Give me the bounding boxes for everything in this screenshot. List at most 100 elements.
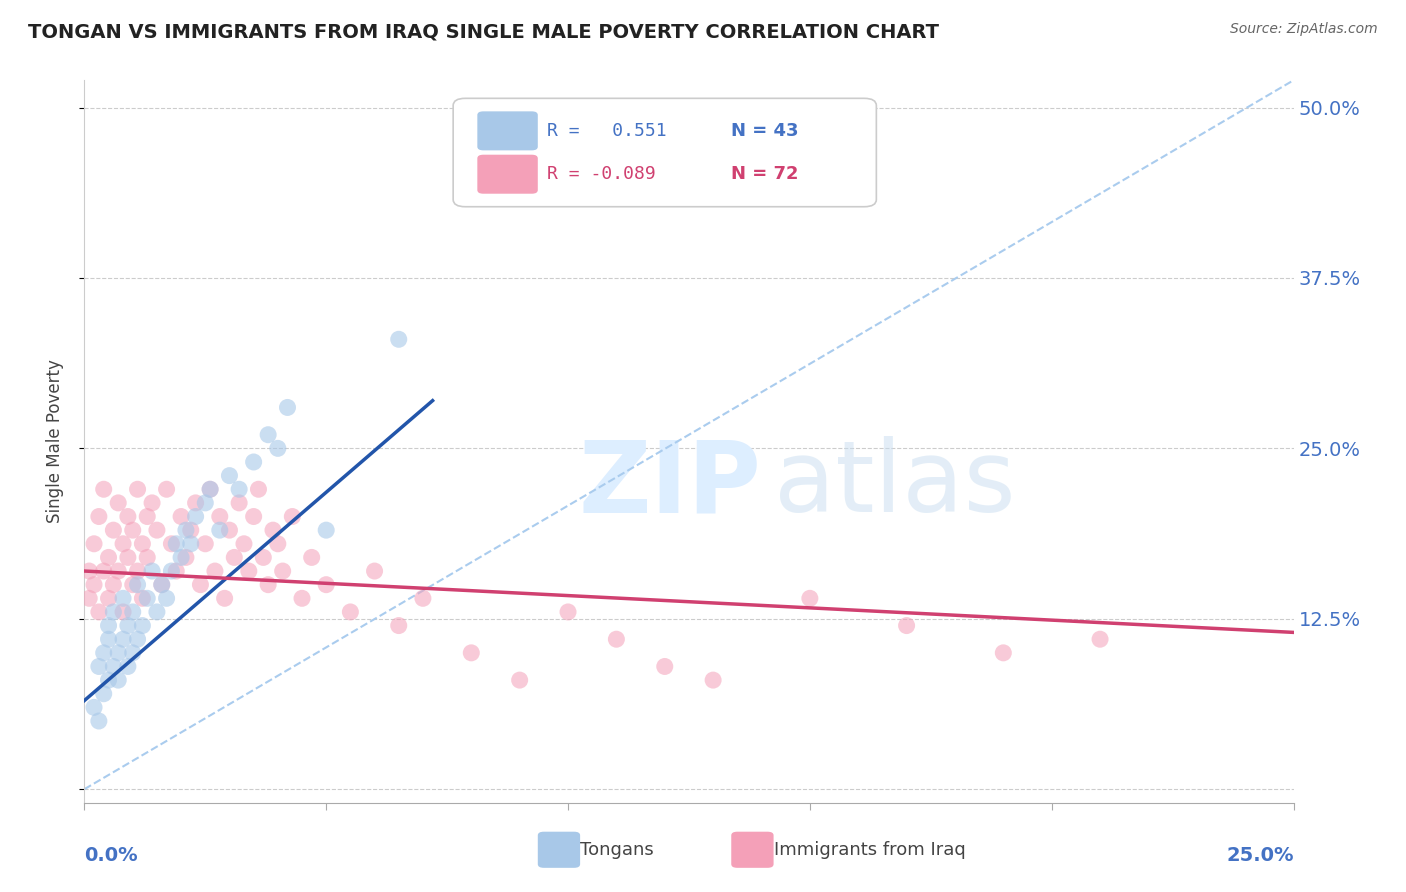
Point: [180, 523, 202, 537]
Point: [93, 482, 115, 496]
Point: [103, 659, 125, 673]
FancyBboxPatch shape: [453, 98, 876, 207]
Point: [97, 550, 120, 565]
Point: [174, 550, 197, 565]
Point: [112, 632, 135, 647]
Point: [131, 537, 153, 551]
Point: [271, 564, 294, 578]
Point: [267, 442, 290, 456]
Point: [228, 496, 250, 510]
Point: [112, 591, 135, 606]
Point: [97, 632, 120, 647]
Point: [242, 509, 264, 524]
Point: [97, 673, 120, 687]
Point: [208, 523, 231, 537]
Point: [93, 646, 115, 660]
Point: [315, 523, 337, 537]
Point: [121, 577, 143, 591]
Point: [83, 700, 105, 714]
Point: [165, 537, 187, 551]
Point: [127, 632, 149, 647]
Point: [97, 591, 120, 606]
Point: [107, 496, 129, 510]
Point: [218, 523, 240, 537]
Point: [190, 577, 212, 591]
Point: [165, 564, 187, 578]
Point: [83, 537, 105, 551]
Point: [131, 591, 153, 606]
Point: [605, 632, 627, 647]
Point: [146, 523, 169, 537]
Point: [276, 401, 298, 415]
Point: [194, 537, 217, 551]
Point: [281, 509, 304, 524]
Point: [83, 577, 105, 591]
Point: [228, 482, 250, 496]
Point: [233, 537, 256, 551]
Point: [121, 523, 143, 537]
Point: [103, 605, 125, 619]
Point: [155, 482, 177, 496]
Point: [103, 577, 125, 591]
Point: [218, 468, 240, 483]
Point: [339, 605, 361, 619]
Point: [509, 673, 531, 687]
Point: [107, 673, 129, 687]
Text: 25.0%: 25.0%: [1226, 847, 1294, 865]
Text: 0.0%: 0.0%: [84, 847, 138, 865]
Point: [252, 550, 274, 565]
Point: [87, 605, 110, 619]
Point: [184, 496, 207, 510]
Point: [257, 427, 280, 442]
Point: [204, 564, 226, 578]
Point: [291, 591, 314, 606]
Point: [141, 496, 163, 510]
Point: [112, 605, 135, 619]
Point: [388, 332, 411, 346]
Point: [460, 646, 482, 660]
Point: [127, 482, 149, 496]
Point: [87, 714, 110, 728]
FancyBboxPatch shape: [731, 831, 773, 868]
Point: [160, 564, 183, 578]
Point: [93, 564, 115, 578]
Point: [702, 673, 724, 687]
FancyBboxPatch shape: [538, 831, 581, 868]
Y-axis label: Single Male Poverty: Single Male Poverty: [45, 359, 63, 524]
Point: [146, 605, 169, 619]
Point: [77, 564, 100, 578]
Point: [242, 455, 264, 469]
Point: [117, 659, 139, 673]
Point: [174, 523, 197, 537]
Point: [136, 591, 159, 606]
Point: [170, 509, 193, 524]
Point: [557, 605, 579, 619]
FancyBboxPatch shape: [478, 112, 538, 151]
Text: atlas: atlas: [773, 436, 1015, 533]
Point: [127, 564, 149, 578]
Point: [198, 482, 221, 496]
Point: [131, 618, 153, 632]
Text: N = 43: N = 43: [731, 122, 799, 140]
Point: [150, 577, 173, 591]
Text: Immigrants from Iraq: Immigrants from Iraq: [773, 841, 966, 859]
Point: [214, 591, 236, 606]
Point: [170, 550, 193, 565]
Text: ZIP: ZIP: [579, 436, 762, 533]
Point: [117, 550, 139, 565]
Point: [107, 564, 129, 578]
Point: [363, 564, 385, 578]
Point: [87, 509, 110, 524]
Point: [896, 618, 918, 632]
Text: R = -0.089: R = -0.089: [547, 165, 657, 183]
Point: [412, 591, 434, 606]
Text: TONGAN VS IMMIGRANTS FROM IRAQ SINGLE MALE POVERTY CORRELATION CHART: TONGAN VS IMMIGRANTS FROM IRAQ SINGLE MA…: [28, 22, 939, 41]
Point: [112, 537, 135, 551]
Point: [247, 482, 270, 496]
Point: [93, 687, 115, 701]
Point: [160, 537, 183, 551]
Point: [117, 618, 139, 632]
Point: [127, 577, 149, 591]
Point: [799, 591, 821, 606]
Point: [155, 591, 177, 606]
